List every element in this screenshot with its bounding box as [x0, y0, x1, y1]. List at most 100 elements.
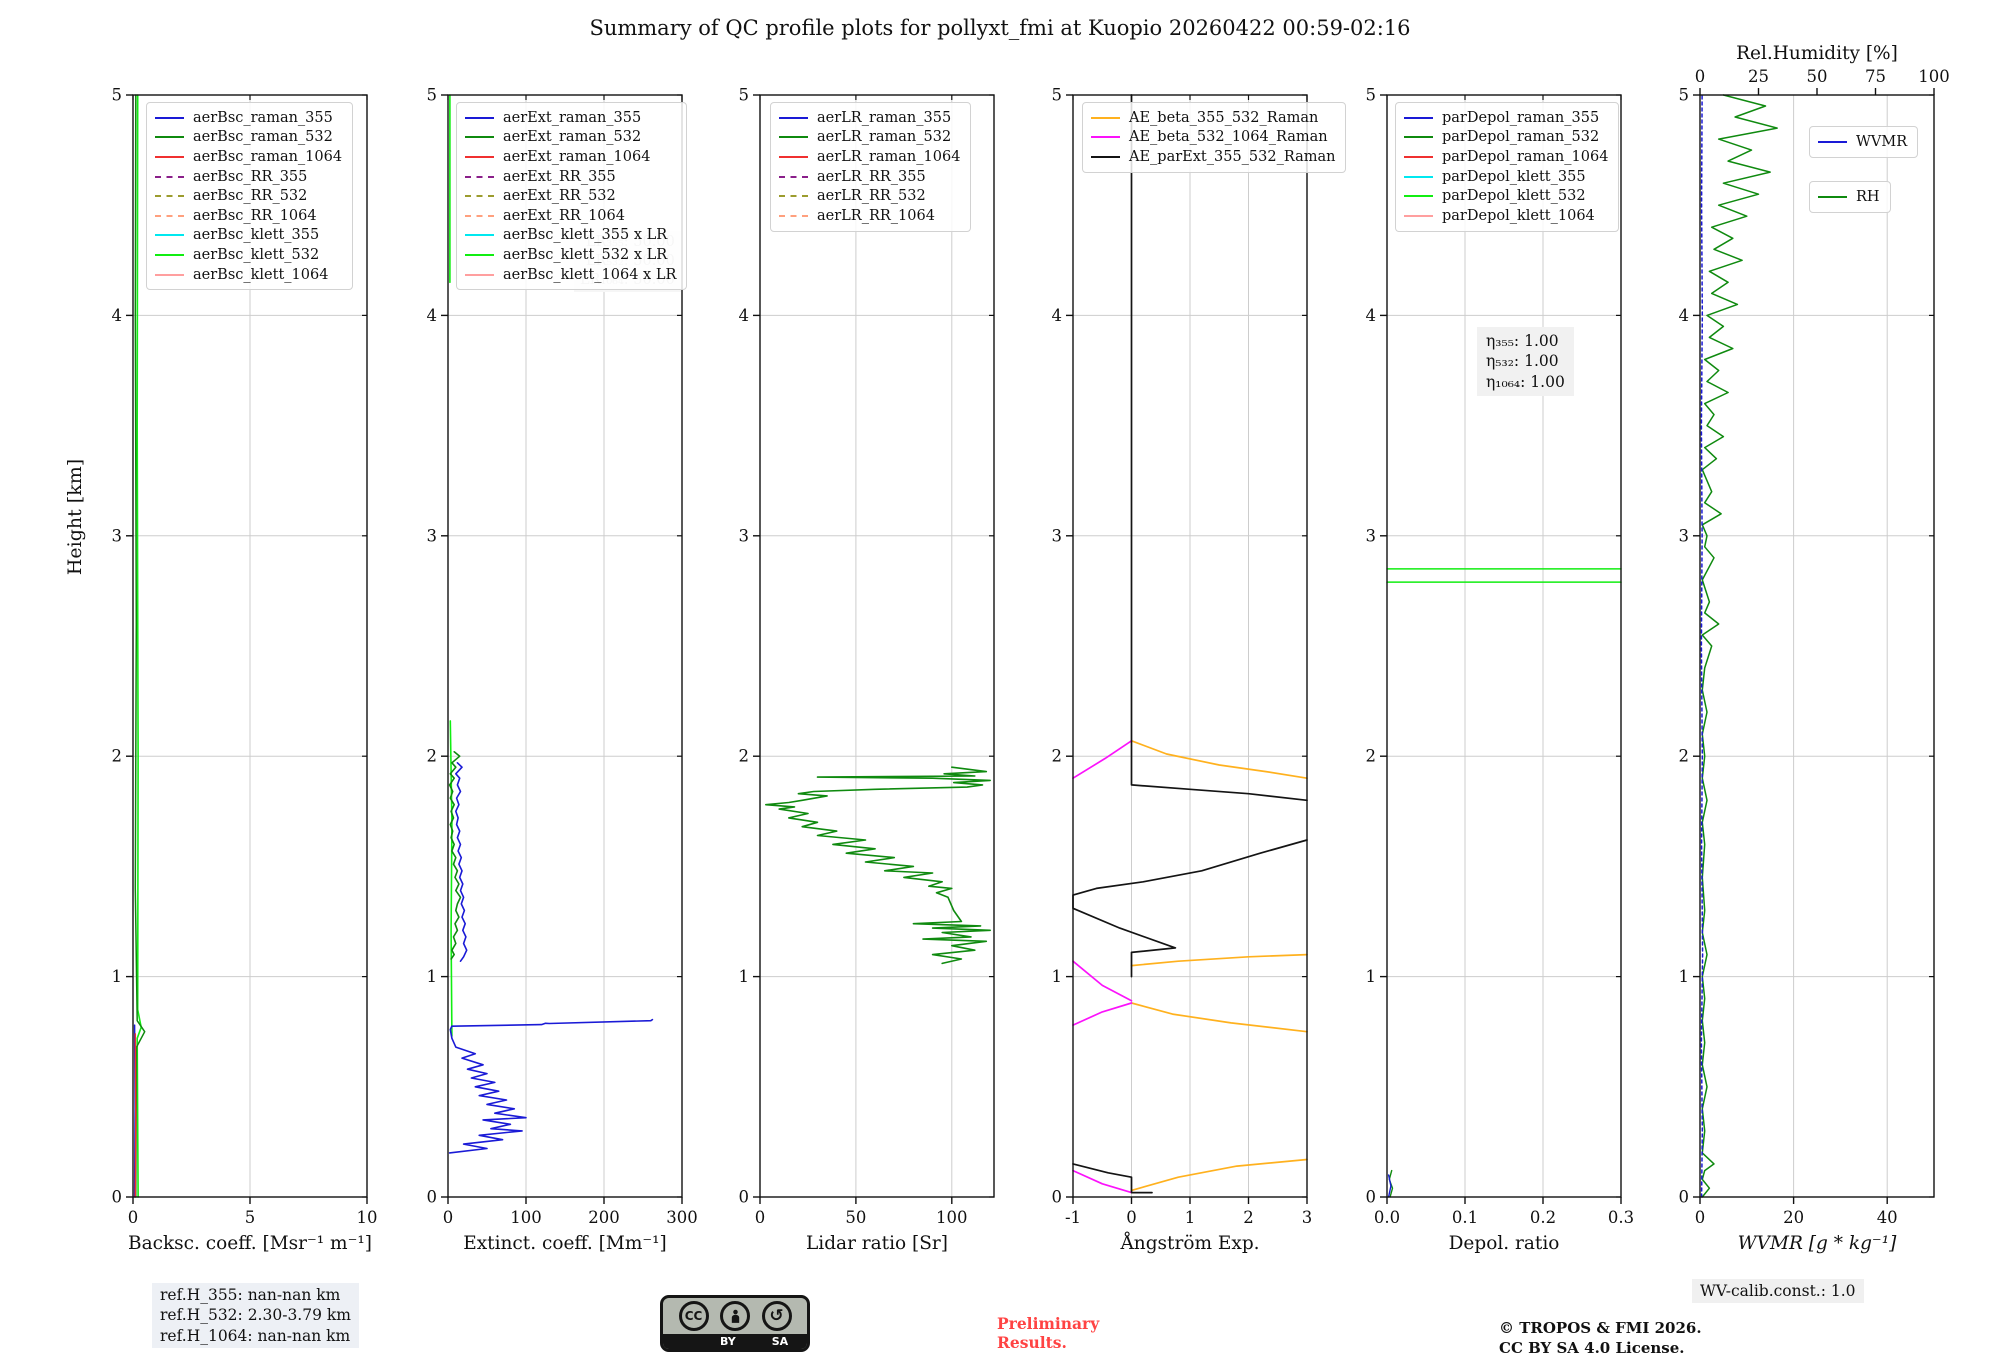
series-aerExt_raman_355_upper: [454, 761, 468, 963]
legend-line-swatch: [1404, 214, 1433, 217]
eta-1064-value: η₁₀₆₄: 1.00: [1486, 372, 1565, 391]
svg-text:0.1: 0.1: [1452, 1208, 1478, 1227]
cc-badge-bar: BY SA: [663, 1334, 807, 1349]
svg-text:2: 2: [739, 747, 750, 766]
svg-text:1: 1: [1366, 967, 1377, 986]
panel-wvmr: 0 20 40 0 25 50 75 100 Rel.Humidity [%] 0 1 2 3 4 5 WVM…: [1679, 43, 1950, 1254]
legend-line-swatch: [465, 234, 494, 237]
legend-item-label: RH: [1856, 188, 1880, 205]
wv-calibration-note: WV-calib.const.: 1.0: [1692, 1279, 1864, 1304]
series-AE_beta_355_532_c: [1130, 1002, 1308, 1033]
legend-line-swatch: [779, 195, 808, 198]
legend-item-label: parDepol_raman_355: [1442, 109, 1600, 126]
svg-text:1: 1: [112, 967, 123, 986]
legend-line-swatch: [155, 234, 184, 237]
svg-text:20: 20: [1783, 1208, 1804, 1227]
legend-item: parDepol_klett_532: [1404, 186, 1608, 206]
svg-text:2: 2: [1243, 1208, 1254, 1227]
legend-item: parDepol_raman_355: [1404, 108, 1608, 128]
legend-item: parDepol_raman_1064: [1404, 147, 1608, 167]
legend-item: aerExt_RR_1064: [465, 206, 676, 226]
svg-text:5: 5: [245, 1208, 256, 1227]
panel-extinction-frame: [447, 94, 683, 1198]
legend-item-label: AE_beta_355_532_Raman: [1129, 109, 1319, 126]
panel-lidar_ratio-axes: 0 50 100 0 1 2 3 4 5 Lidar ratio [Sr]: [739, 86, 994, 1254]
legend-item: aerBsc_raman_532: [155, 128, 342, 148]
svg-text:5: 5: [1679, 86, 1690, 105]
refh-355: ref.H_355: nan-nan km: [160, 1286, 341, 1304]
legend-line-swatch: [155, 155, 184, 158]
legend-item-label: aerBsc_RR_1064: [193, 207, 317, 224]
legend-item: AE_parExt_355_532_Raman: [1091, 147, 1335, 167]
svg-text:3: 3: [1679, 526, 1690, 545]
legend-line-swatch: [1404, 136, 1433, 139]
legend-item: aerLR_raman_1064: [779, 147, 960, 167]
panel-wvmr-series: [1700, 94, 1778, 1198]
legend-item-label: aerLR_raman_532: [817, 129, 952, 146]
legend-line-swatch: [1091, 155, 1120, 158]
legend-item-label: WVMR: [1856, 133, 1908, 150]
eta-532-value: η₅₃₂: 1.00: [1486, 352, 1559, 371]
legend-item: aerBsc_klett_532: [155, 245, 342, 265]
svg-text:4: 4: [1366, 306, 1377, 325]
panel-extinction-series: [448, 94, 654, 1154]
svg-text:100: 100: [510, 1208, 542, 1227]
svg-text:0: 0: [755, 1208, 766, 1227]
svg-text:4: 4: [1052, 306, 1063, 325]
series-AE_beta_532_1064_c: [1072, 1002, 1133, 1026]
series-AE_beta_532_1064_a: [1072, 739, 1133, 780]
svg-text:2: 2: [1679, 747, 1690, 766]
legend-item-label: AE_beta_532_1064_Raman: [1129, 129, 1328, 146]
svg-text:2: 2: [1052, 747, 1063, 766]
legend-angstrom: AE_beta_355_532_Raman AE_beta_532_1064_Ra…: [1082, 102, 1347, 173]
svg-text:40: 40: [1877, 1208, 1898, 1227]
panel-depol-frame: [1386, 94, 1622, 1198]
panel-lidar_ratio: 0 50 100 0 1 2 3 4 5 Lidar ratio [Sr]: [739, 86, 995, 1254]
legend-line-swatch: [779, 155, 808, 158]
svg-text:1: 1: [1185, 1208, 1196, 1227]
cc-icon: CC: [678, 1301, 709, 1331]
svg-text:0: 0: [739, 1188, 750, 1207]
svg-text:3: 3: [1302, 1208, 1313, 1227]
svg-text:3: 3: [739, 526, 750, 545]
legend-item: aerExt_RR_532: [465, 186, 676, 206]
svg-text:0: 0: [1679, 1188, 1690, 1207]
legend-item: RH: [1818, 187, 1880, 207]
legend-line-swatch: [155, 136, 184, 139]
svg-text:0: 0: [128, 1208, 139, 1227]
legend-line-swatch: [465, 175, 494, 178]
cc-by-person-icon: [720, 1301, 750, 1331]
legend-line-swatch: [1404, 116, 1433, 119]
svg-text:0.3: 0.3: [1608, 1208, 1634, 1227]
refh-532: ref.H_532: 2.30-3.79 km: [160, 1306, 351, 1325]
legend-item-label: aerBsc_RR_355: [193, 168, 308, 185]
panel-backscatter: 0 5 10 0 1 2 3 4 5 Backsc. coeff. [Msr⁻¹ m⁻¹]: [112, 86, 378, 1255]
legend-item: aerBsc_RR_1064: [155, 206, 342, 226]
legend-item-label: aerLR_RR_1064: [817, 207, 935, 224]
legend-depol: parDepol_raman_355 parDepol_raman_532 parD…: [1395, 102, 1620, 232]
cc-by-label: BY: [720, 1335, 736, 1348]
svg-text:2: 2: [112, 747, 123, 766]
legend-item: parDepol_klett_1064: [1404, 206, 1608, 226]
series-aerExt_raman_355_lower: [448, 1018, 654, 1154]
legend-line-swatch: [155, 175, 184, 178]
legend-item: aerLR_RR_1064: [779, 206, 960, 226]
page-title: Summary of QC profile plots for pollyxt_…: [589, 16, 1411, 40]
legend-item-label: aerBsc_raman_532: [193, 129, 333, 146]
series-AE_parExt_355_532_a: [1130, 94, 1308, 802]
legend-item-label: aerExt_RR_355: [503, 168, 616, 185]
panel-depol-axes: 0.0 0.1 0.2 0.3 0 1 2 3 4 5 Depol. ratio: [1366, 86, 1635, 1255]
legend-line-swatch: [779, 214, 808, 217]
legend-line-swatch: [155, 214, 184, 217]
legend-item-label: aerLR_raman_1064: [817, 148, 961, 165]
legend-item-label: aerLR_RR_532: [817, 188, 926, 205]
series-aerBsc_raman_532: [134, 94, 146, 1198]
depol-calibration-note: η₃₅₅: 1.00 η₅₃₂: 1.00 η₁₀₆₄: 1.00: [1477, 327, 1574, 397]
cc-sa-icon: ↺: [761, 1301, 792, 1331]
legend-line-swatch: [465, 253, 494, 256]
panel-lidar_ratio-frame: [759, 94, 995, 1198]
refh-1064: ref.H_1064: nan-nan km: [160, 1326, 351, 1345]
reference-height-note: ref.H_355: nan-nan km ref.H_532: 2.30-3.…: [152, 1283, 359, 1349]
